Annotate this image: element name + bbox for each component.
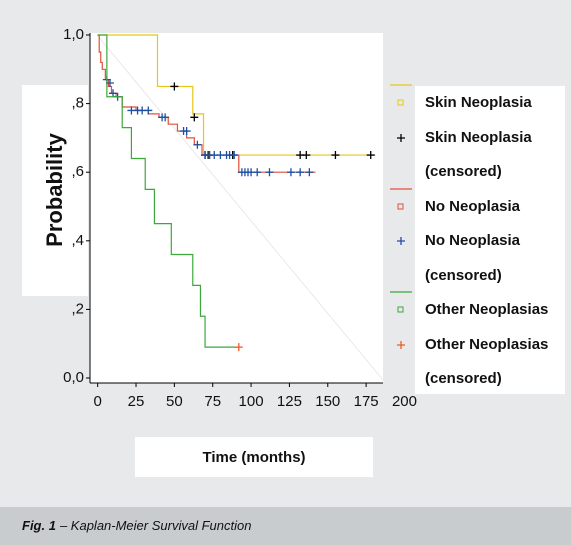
legend-entry: Other Neoplasias [390, 291, 557, 328]
censored-mark [230, 151, 239, 160]
x-tick-label: 125 [277, 393, 302, 410]
legend-entry: No Neoplasia (censored) [397, 224, 557, 293]
reference-line [96, 34, 384, 381]
caption-text: – Kaplan-Meier Survival Function [59, 518, 251, 533]
legend-symbol [390, 84, 412, 106]
censored-mark [366, 151, 375, 160]
legend-symbol [397, 237, 405, 245]
legend-symbol [397, 340, 405, 349]
x-tick-label: 100 [239, 393, 264, 410]
x-axis-label: Time (months) [202, 449, 305, 466]
y-tick-label: ,4 [71, 232, 84, 249]
legend-entry: Other Neoplasias (censored) [397, 328, 557, 397]
censored-mark [170, 82, 179, 91]
legend-label: No Neoplasia (censored) [425, 232, 521, 284]
caption: Fig. 1– Kaplan-Meier Survival Function [22, 518, 251, 533]
legend-marker [397, 340, 405, 349]
censored-mark [109, 89, 118, 98]
caption-label: Fig. 1 [22, 518, 56, 533]
y-tick-label: ,6 [71, 163, 84, 180]
x-tick-label: 75 [204, 393, 221, 410]
censored-mark [144, 106, 153, 115]
censored-mark [193, 140, 202, 149]
legend-symbol [390, 187, 412, 209]
legend-label: Other Neoplasias [425, 301, 549, 318]
censored-mark [302, 151, 311, 160]
y-tick-label: 0,0 [63, 369, 84, 386]
legend-symbol [397, 133, 405, 142]
censored-mark [265, 168, 274, 177]
legend-label: Skin Neoplasia (censored) [425, 128, 532, 181]
censored-mark [161, 113, 170, 122]
survival-curve [97, 34, 316, 173]
y-tick-label: 1,0 [63, 26, 84, 43]
legend-marker [397, 99, 404, 106]
survival-curve [97, 34, 239, 348]
legend-symbol [390, 291, 412, 313]
plot: 0,0 ,2 ,4 ,6 ,8 1,0 0 25 50 75 100 125 150 175 200 [63, 26, 417, 410]
censored-mark [305, 168, 314, 177]
legend-entry: No Neoplasia [390, 187, 557, 225]
legend-label: Skin Neoplasia [425, 94, 532, 111]
legend-marker [397, 203, 404, 209]
y-tick-label: ,2 [71, 300, 84, 317]
legend-label: No Neoplasia [425, 197, 521, 215]
censored-mark [234, 343, 243, 352]
x-tick-label: 200 [392, 393, 417, 410]
survival-curve [97, 34, 376, 156]
censored-mark [182, 127, 191, 136]
legend-marker [397, 306, 404, 313]
y-axis-label: Probability [42, 132, 67, 246]
censored-mark [286, 168, 295, 177]
legend-entry: Skin Neoplasia (censored) [397, 121, 557, 190]
censored-mark [296, 168, 305, 177]
censored-mark [190, 113, 199, 122]
censored-mark [331, 151, 340, 160]
x-tick-label: 0 [93, 393, 101, 410]
x-tick-label: 25 [128, 393, 145, 410]
legend-marker [397, 237, 405, 245]
y-tick-label: ,8 [71, 95, 84, 112]
y-label-box [22, 85, 88, 296]
legend: Skin Neoplasia Skin Neoplasia (censored) N… [390, 84, 565, 397]
caption-band [0, 507, 571, 545]
legend-entry: Skin Neoplasia [390, 84, 557, 121]
legend-marker [397, 133, 405, 142]
x-tick-label: 50 [166, 393, 183, 410]
censored-mark [253, 168, 262, 177]
legend-label: Other Neoplasias (censored) [425, 335, 549, 388]
x-label-box [135, 437, 373, 477]
x-tick-label: 175 [354, 393, 379, 410]
plot-area [90, 33, 383, 383]
x-tick-label: 150 [315, 393, 340, 410]
